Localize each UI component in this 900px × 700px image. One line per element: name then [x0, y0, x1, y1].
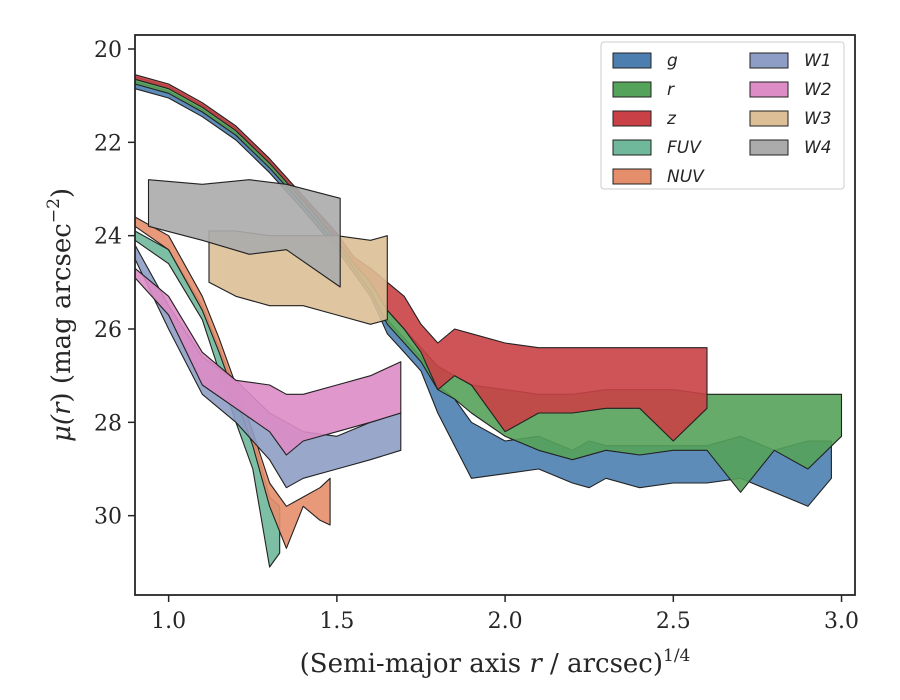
series-band-w2 [134, 267, 402, 456]
legend-label-w4: W4 [804, 138, 832, 158]
y-tick-label: 26 [94, 318, 122, 343]
legend-swatch-r [612, 81, 652, 98]
legend-swatch-z [612, 110, 652, 127]
y-tick-label: 22 [94, 131, 122, 156]
legend-label-w2: W2 [804, 80, 832, 100]
x-tick-label: 2.5 [656, 609, 691, 634]
series-band-w4 [147, 179, 341, 288]
legend-swatch-w3 [749, 110, 789, 127]
legend-swatch-w2 [749, 81, 789, 98]
x-axis-label: (Semi-major axis r / arcsec)1/4 [300, 646, 691, 679]
ticks-layer: 1.0 1.5 2.0 2.5 3.0 20 22 24 26 28 30 [94, 38, 859, 634]
legend-label-g: g [667, 51, 678, 71]
y-tick-label: 28 [94, 411, 122, 436]
y-tick-label: 24 [94, 225, 122, 250]
legend: grz FUV NUV W1 W2 W3 W4 [600, 41, 845, 190]
legend-swatch-fuv [612, 139, 652, 156]
plot-frame [134, 34, 856, 596]
legend-swatch-nuv [612, 168, 652, 185]
series-layer [134, 74, 843, 568]
legend-swatch-w1 [749, 52, 789, 69]
x-tick-label: 3.0 [824, 609, 859, 634]
legend-label-w3: W3 [804, 109, 832, 129]
x-tick-label: 2.0 [488, 609, 523, 634]
legend-label-z: z [666, 109, 677, 129]
x-tick-label: 1.5 [319, 609, 354, 634]
legend-label-w1: W1 [804, 51, 832, 71]
legend-label-fuv: FUV [667, 138, 702, 158]
x-tick-label: 1.0 [151, 609, 186, 634]
legend-label-nuv: NUV [667, 167, 705, 187]
y-tick-label: 30 [94, 505, 122, 530]
legend-label-r: r [667, 80, 675, 100]
legend-swatch-w4 [749, 139, 789, 156]
y-tick-label: 20 [94, 38, 122, 63]
legend-swatch-g [612, 52, 652, 69]
y-axis-label: μ(r) (mag arcsec−2) [44, 188, 77, 442]
